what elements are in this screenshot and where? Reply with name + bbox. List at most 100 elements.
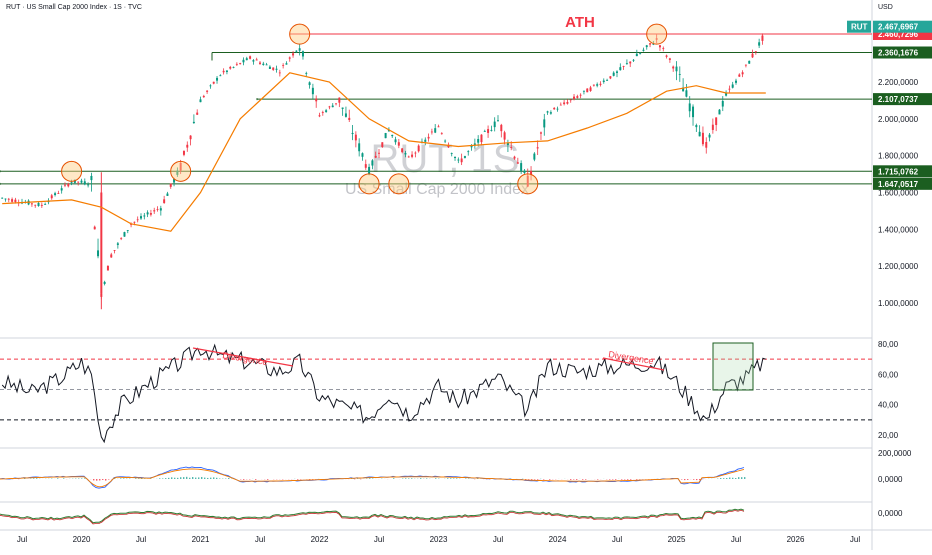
candle-body: [570, 99, 572, 100]
candle-body: [438, 126, 440, 127]
macd-histogram-bar: [183, 477, 184, 479]
candle-body: [699, 132, 701, 136]
time-tick-label: Jul: [850, 535, 860, 544]
candle-body: [242, 60, 244, 63]
candle-body: [606, 80, 608, 81]
candle-body: [619, 67, 621, 70]
candle-body: [715, 117, 717, 125]
candle-body: [550, 112, 552, 113]
candle-body: [603, 81, 605, 82]
macd-histogram-bar: [168, 478, 169, 479]
time-tick-label: 2025: [668, 535, 686, 544]
candle-body: [428, 137, 430, 139]
time-tick-label: Jul: [17, 535, 27, 544]
price-axis: 2.200,00002.000,00001.800,00001.600,0000…: [847, 21, 932, 518]
candle-body: [133, 222, 135, 223]
rsi-tick-label: 40,00: [878, 401, 899, 410]
candle-body: [328, 106, 330, 107]
candle-body: [183, 151, 185, 155]
candle-body: [11, 199, 13, 202]
macd-histogram-bar: [93, 479, 94, 480]
candle-body: [272, 68, 274, 70]
candle-body: [381, 142, 383, 147]
macd-histogram-bar: [213, 477, 214, 479]
candle-body: [563, 102, 565, 104]
macd-histogram-bar: [36, 478, 37, 479]
macd-histogram-bar: [528, 479, 529, 480]
candle-body: [315, 99, 317, 102]
macd-histogram-bar: [729, 478, 730, 479]
touch-circle: [359, 174, 379, 194]
candle-body: [477, 139, 479, 143]
candle-body: [117, 243, 119, 245]
candle-body: [256, 59, 258, 60]
macd-histogram-bar: [435, 478, 436, 479]
candle-body: [200, 99, 202, 102]
candle-body: [44, 204, 46, 205]
candle-body: [302, 51, 304, 56]
level-badge-label: 1.715,0762: [878, 167, 919, 176]
candle-body: [371, 160, 373, 165]
macd-histogram-bar: [210, 478, 211, 479]
macd-histogram-bar: [96, 479, 97, 481]
candle-body: [709, 135, 711, 138]
touch-circle: [171, 161, 191, 181]
candle-body: [616, 71, 618, 72]
candle-body: [147, 212, 149, 214]
macd-histogram-bar: [597, 479, 598, 480]
macd-histogram-bar: [609, 479, 610, 480]
candle-body: [685, 90, 687, 96]
candle-body: [295, 51, 297, 52]
candle-body: [249, 56, 251, 59]
macd-histogram-bar: [123, 478, 124, 479]
candle-body: [755, 51, 757, 52]
macd-histogram-bar: [81, 478, 82, 479]
candle-body: [38, 203, 40, 206]
candle-body: [411, 155, 413, 157]
time-tick-label: Jul: [136, 535, 146, 544]
macd-histogram-bar: [732, 478, 733, 479]
macd-histogram-bar: [537, 479, 538, 480]
candle-body: [57, 193, 59, 194]
level-badge-label: 1.647,0517: [878, 180, 919, 189]
candle-body: [206, 91, 208, 92]
candle-body: [742, 72, 744, 74]
candle-body: [580, 95, 582, 96]
currency-label[interactable]: USD: [878, 4, 893, 11]
candle-body: [259, 63, 261, 64]
candle-body: [666, 56, 668, 57]
candle-body: [500, 125, 502, 131]
candle-body: [487, 129, 489, 133]
candle-body: [514, 157, 516, 159]
candle-body: [424, 140, 426, 142]
candle-body: [186, 145, 188, 148]
osc-line: [0, 509, 744, 523]
candle-body: [633, 60, 635, 61]
candle-body: [735, 81, 737, 83]
macd-histogram-bar: [198, 477, 199, 479]
candle-body: [517, 162, 519, 163]
candle-body: [599, 84, 601, 85]
candle-body: [312, 88, 314, 94]
candle-body: [662, 48, 664, 49]
candle-body: [752, 54, 754, 58]
candle-body: [140, 216, 142, 218]
level-badge-label: 2.107,0737: [878, 95, 919, 104]
candle-body: [252, 60, 254, 61]
time-tick-label: 2021: [192, 535, 210, 544]
price-tick-label: 1.400,0000: [878, 225, 919, 234]
macd-histogram-bar: [180, 477, 181, 479]
macd-histogram-bar: [195, 478, 196, 479]
candle-body: [64, 185, 66, 186]
candle-body: [758, 42, 760, 45]
candle-body: [190, 136, 192, 140]
macd-histogram-bar: [696, 479, 697, 480]
candle-body: [553, 108, 555, 109]
candle-body: [692, 107, 694, 118]
rsi-highlight-box: [713, 343, 753, 390]
macd-histogram-bar: [255, 479, 256, 480]
macd-histogram-bar: [636, 479, 637, 480]
candle-body: [543, 119, 545, 127]
